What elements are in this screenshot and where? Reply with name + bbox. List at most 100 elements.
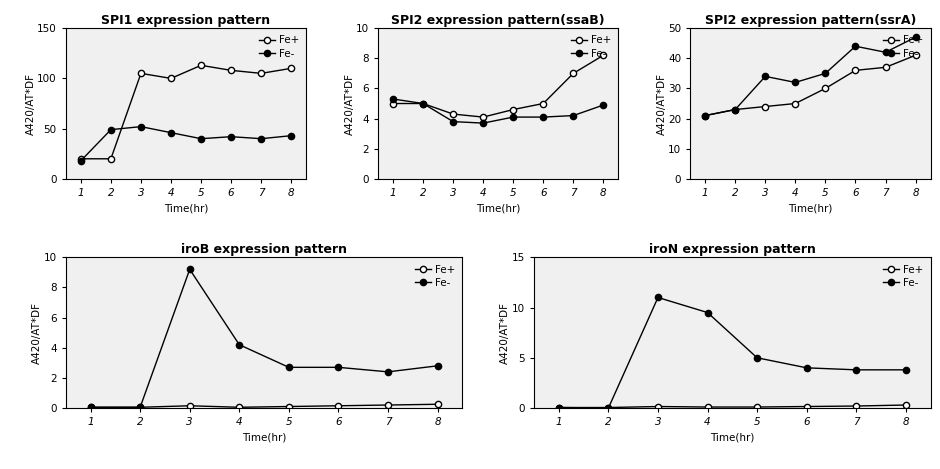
Fe+: [283, 404, 294, 409]
Fe+: [85, 404, 96, 410]
Fe+: [286, 66, 297, 71]
Fe+: [699, 113, 711, 118]
Fe-: [478, 121, 489, 126]
Fe+: [850, 68, 861, 73]
Title: iroN expression pattern: iroN expression pattern: [649, 243, 816, 256]
Fe-: [699, 113, 711, 118]
Fe+: [702, 404, 713, 410]
Legend: Fe+, Fe-: Fe+, Fe-: [413, 263, 457, 290]
Fe+: [478, 114, 489, 120]
Fe-: [333, 364, 344, 370]
Y-axis label: A420/AT*DF: A420/AT*DF: [25, 73, 36, 135]
Fe-: [901, 367, 912, 373]
Fe+: [652, 404, 664, 409]
Fe+: [226, 68, 237, 73]
Fe-: [801, 365, 812, 371]
Fe+: [333, 403, 344, 408]
Fe+: [134, 404, 146, 410]
X-axis label: Time(hr): Time(hr): [164, 204, 209, 213]
Line: Fe-: Fe-: [556, 295, 909, 411]
Fe+: [910, 53, 921, 58]
Fe+: [256, 70, 267, 76]
Fe+: [820, 86, 831, 91]
Legend: Fe+, Fe-: Fe+, Fe-: [569, 33, 613, 61]
X-axis label: Time(hr): Time(hr): [242, 432, 287, 443]
Fe+: [801, 404, 812, 409]
Line: Fe-: Fe-: [78, 123, 294, 164]
Fe-: [105, 127, 117, 132]
Fe-: [196, 136, 207, 142]
Line: Fe-: Fe-: [702, 34, 918, 119]
Fe-: [760, 74, 771, 79]
Fe+: [751, 404, 762, 410]
Title: SPI2 expression pattern(ssaB): SPI2 expression pattern(ssaB): [391, 14, 605, 27]
Fe-: [851, 367, 862, 373]
X-axis label: Time(hr): Time(hr): [710, 432, 755, 443]
Fe-: [226, 134, 237, 139]
Fe-: [729, 107, 741, 113]
Fe+: [383, 402, 394, 408]
Fe+: [901, 402, 912, 408]
Fe+: [760, 104, 771, 109]
Fe-: [538, 114, 549, 120]
Fe+: [184, 403, 196, 408]
Fe-: [184, 266, 196, 272]
X-axis label: Time(hr): Time(hr): [476, 204, 521, 213]
Fe+: [135, 70, 147, 76]
Legend: Fe+, Fe-: Fe+, Fe-: [257, 33, 301, 61]
Fe+: [603, 405, 614, 410]
Y-axis label: A420/AT*DF: A420/AT*DF: [344, 73, 354, 135]
Fe+: [234, 404, 245, 410]
Y-axis label: A420/AT*DF: A420/AT*DF: [32, 302, 42, 363]
Fe+: [431, 401, 443, 407]
Fe+: [196, 62, 207, 68]
Fe-: [135, 124, 147, 129]
Fe-: [751, 355, 762, 361]
Fe-: [910, 34, 921, 40]
Fe+: [729, 107, 741, 113]
Fe-: [387, 96, 399, 102]
Fe-: [880, 49, 891, 55]
Line: Fe+: Fe+: [702, 52, 918, 119]
Fe-: [283, 364, 294, 370]
Y-axis label: A420/AT*DF: A420/AT*DF: [657, 73, 666, 135]
Line: Fe+: Fe+: [87, 401, 441, 410]
Fe-: [790, 80, 801, 85]
Fe+: [554, 405, 565, 410]
Fe-: [447, 119, 459, 124]
Legend: Fe+, Fe-: Fe+, Fe-: [881, 33, 925, 61]
Line: Fe+: Fe+: [78, 62, 294, 162]
Fe+: [508, 107, 519, 113]
Fe-: [603, 405, 614, 411]
Fe-: [417, 101, 429, 106]
Fe+: [165, 76, 177, 81]
Fe+: [75, 156, 86, 162]
Line: Fe-: Fe-: [390, 96, 606, 126]
Legend: Fe+, Fe-: Fe+, Fe-: [881, 263, 925, 290]
Line: Fe+: Fe+: [556, 402, 909, 411]
Title: SPI2 expression pattern(ssrA): SPI2 expression pattern(ssrA): [705, 14, 916, 27]
Fe+: [790, 101, 801, 106]
Fe+: [387, 101, 399, 106]
Fe-: [431, 363, 443, 369]
Fe-: [75, 158, 86, 164]
Fe-: [568, 113, 579, 118]
Fe+: [851, 403, 862, 409]
Line: Fe+: Fe+: [390, 52, 606, 120]
Fe-: [85, 404, 96, 410]
Fe-: [508, 114, 519, 120]
Fe+: [417, 101, 429, 106]
Fe-: [134, 404, 146, 410]
Fe+: [447, 111, 459, 117]
Fe-: [598, 102, 609, 108]
Fe-: [165, 130, 177, 136]
Y-axis label: A420/AT*DF: A420/AT*DF: [500, 302, 510, 363]
Fe-: [652, 295, 664, 300]
Fe-: [256, 136, 267, 142]
Fe+: [598, 53, 609, 58]
Fe-: [820, 70, 831, 76]
Fe-: [234, 342, 245, 348]
Fe-: [286, 133, 297, 138]
Title: SPI1 expression pattern: SPI1 expression pattern: [102, 14, 271, 27]
Fe-: [850, 44, 861, 49]
